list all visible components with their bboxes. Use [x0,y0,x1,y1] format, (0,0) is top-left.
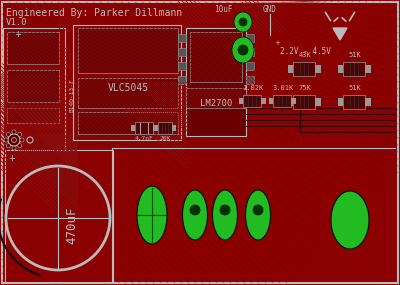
Ellipse shape [234,12,252,32]
Circle shape [190,205,200,215]
Bar [7,32,59,64]
Text: GND: GND [263,5,277,14]
Circle shape [18,132,22,136]
Bar [273,95,291,107]
Bar [130,125,135,131]
Text: 10uF: 10uF [214,5,232,14]
Text: 1.02K: 1.02K [242,85,264,91]
Circle shape [6,132,10,136]
Circle shape [4,138,8,142]
Ellipse shape [212,190,238,240]
Text: 43K: 43K [299,52,311,58]
Bar [246,48,254,56]
Circle shape [20,138,24,142]
Text: +: + [14,30,22,39]
Circle shape [12,130,16,134]
Circle shape [253,205,263,215]
Text: Engineered By: Parker Dillmann: Engineered By: Parker Dillmann [6,8,182,18]
Bar [73,25,181,140]
Bar [178,48,186,56]
Text: LM2700: LM2700 [200,99,232,107]
Ellipse shape [137,186,167,244]
Bar [190,32,242,82]
Bar [154,125,158,131]
Bar [293,95,315,109]
Ellipse shape [232,37,254,63]
Text: 20K: 20K [159,136,171,141]
Bar [178,62,186,70]
Circle shape [18,144,22,148]
Bar [288,98,293,106]
Bar [365,65,370,73]
Bar [365,98,370,106]
Circle shape [12,137,16,142]
Text: 2.2V - 4.5V: 2.2V - 4.5V [280,48,331,56]
Text: 51K: 51K [349,85,361,91]
Circle shape [8,134,20,146]
Text: V1.0: V1.0 [6,18,28,27]
Text: 75K: 75K [299,85,311,91]
Bar [246,76,254,84]
Bar [186,88,246,108]
Bar [135,122,153,134]
Ellipse shape [331,191,369,249]
Bar [291,98,296,104]
Text: 470uF: 470uF [66,206,78,244]
Text: 3.01K: 3.01K [272,85,294,91]
Bar [268,98,273,104]
Text: B140-13-F: B140-13-F [70,78,74,112]
Bar [3,28,65,156]
Circle shape [239,18,247,26]
Text: 51K: 51K [349,52,361,58]
Text: +: + [8,154,15,163]
Bar [178,34,186,42]
Circle shape [12,146,16,150]
Bar [343,62,365,76]
Bar [243,95,261,107]
Bar [238,98,243,104]
Bar [5,150,113,282]
Text: VLC5045: VLC5045 [108,83,148,93]
Circle shape [238,45,248,55]
Bar [78,78,178,108]
Bar [78,28,178,73]
Bar [288,65,293,73]
Bar [315,65,320,73]
Bar [246,34,254,42]
Ellipse shape [246,190,270,240]
Bar [343,95,365,109]
Bar [178,76,186,84]
Circle shape [27,137,33,143]
Bar [7,108,59,123]
Bar [338,65,343,73]
Bar [261,98,266,104]
Bar [246,62,254,70]
Bar [338,98,343,106]
Polygon shape [333,28,347,40]
Circle shape [220,205,230,215]
Bar [315,98,320,106]
Bar [78,112,178,134]
Bar [153,125,158,131]
Ellipse shape [182,190,208,240]
Bar [158,122,172,134]
Bar [186,28,246,136]
Text: 4.7nF: 4.7nF [135,136,153,141]
Circle shape [6,144,10,148]
Text: +: + [274,40,280,46]
Bar [293,62,315,76]
Bar [172,125,176,131]
Bar [7,70,59,102]
